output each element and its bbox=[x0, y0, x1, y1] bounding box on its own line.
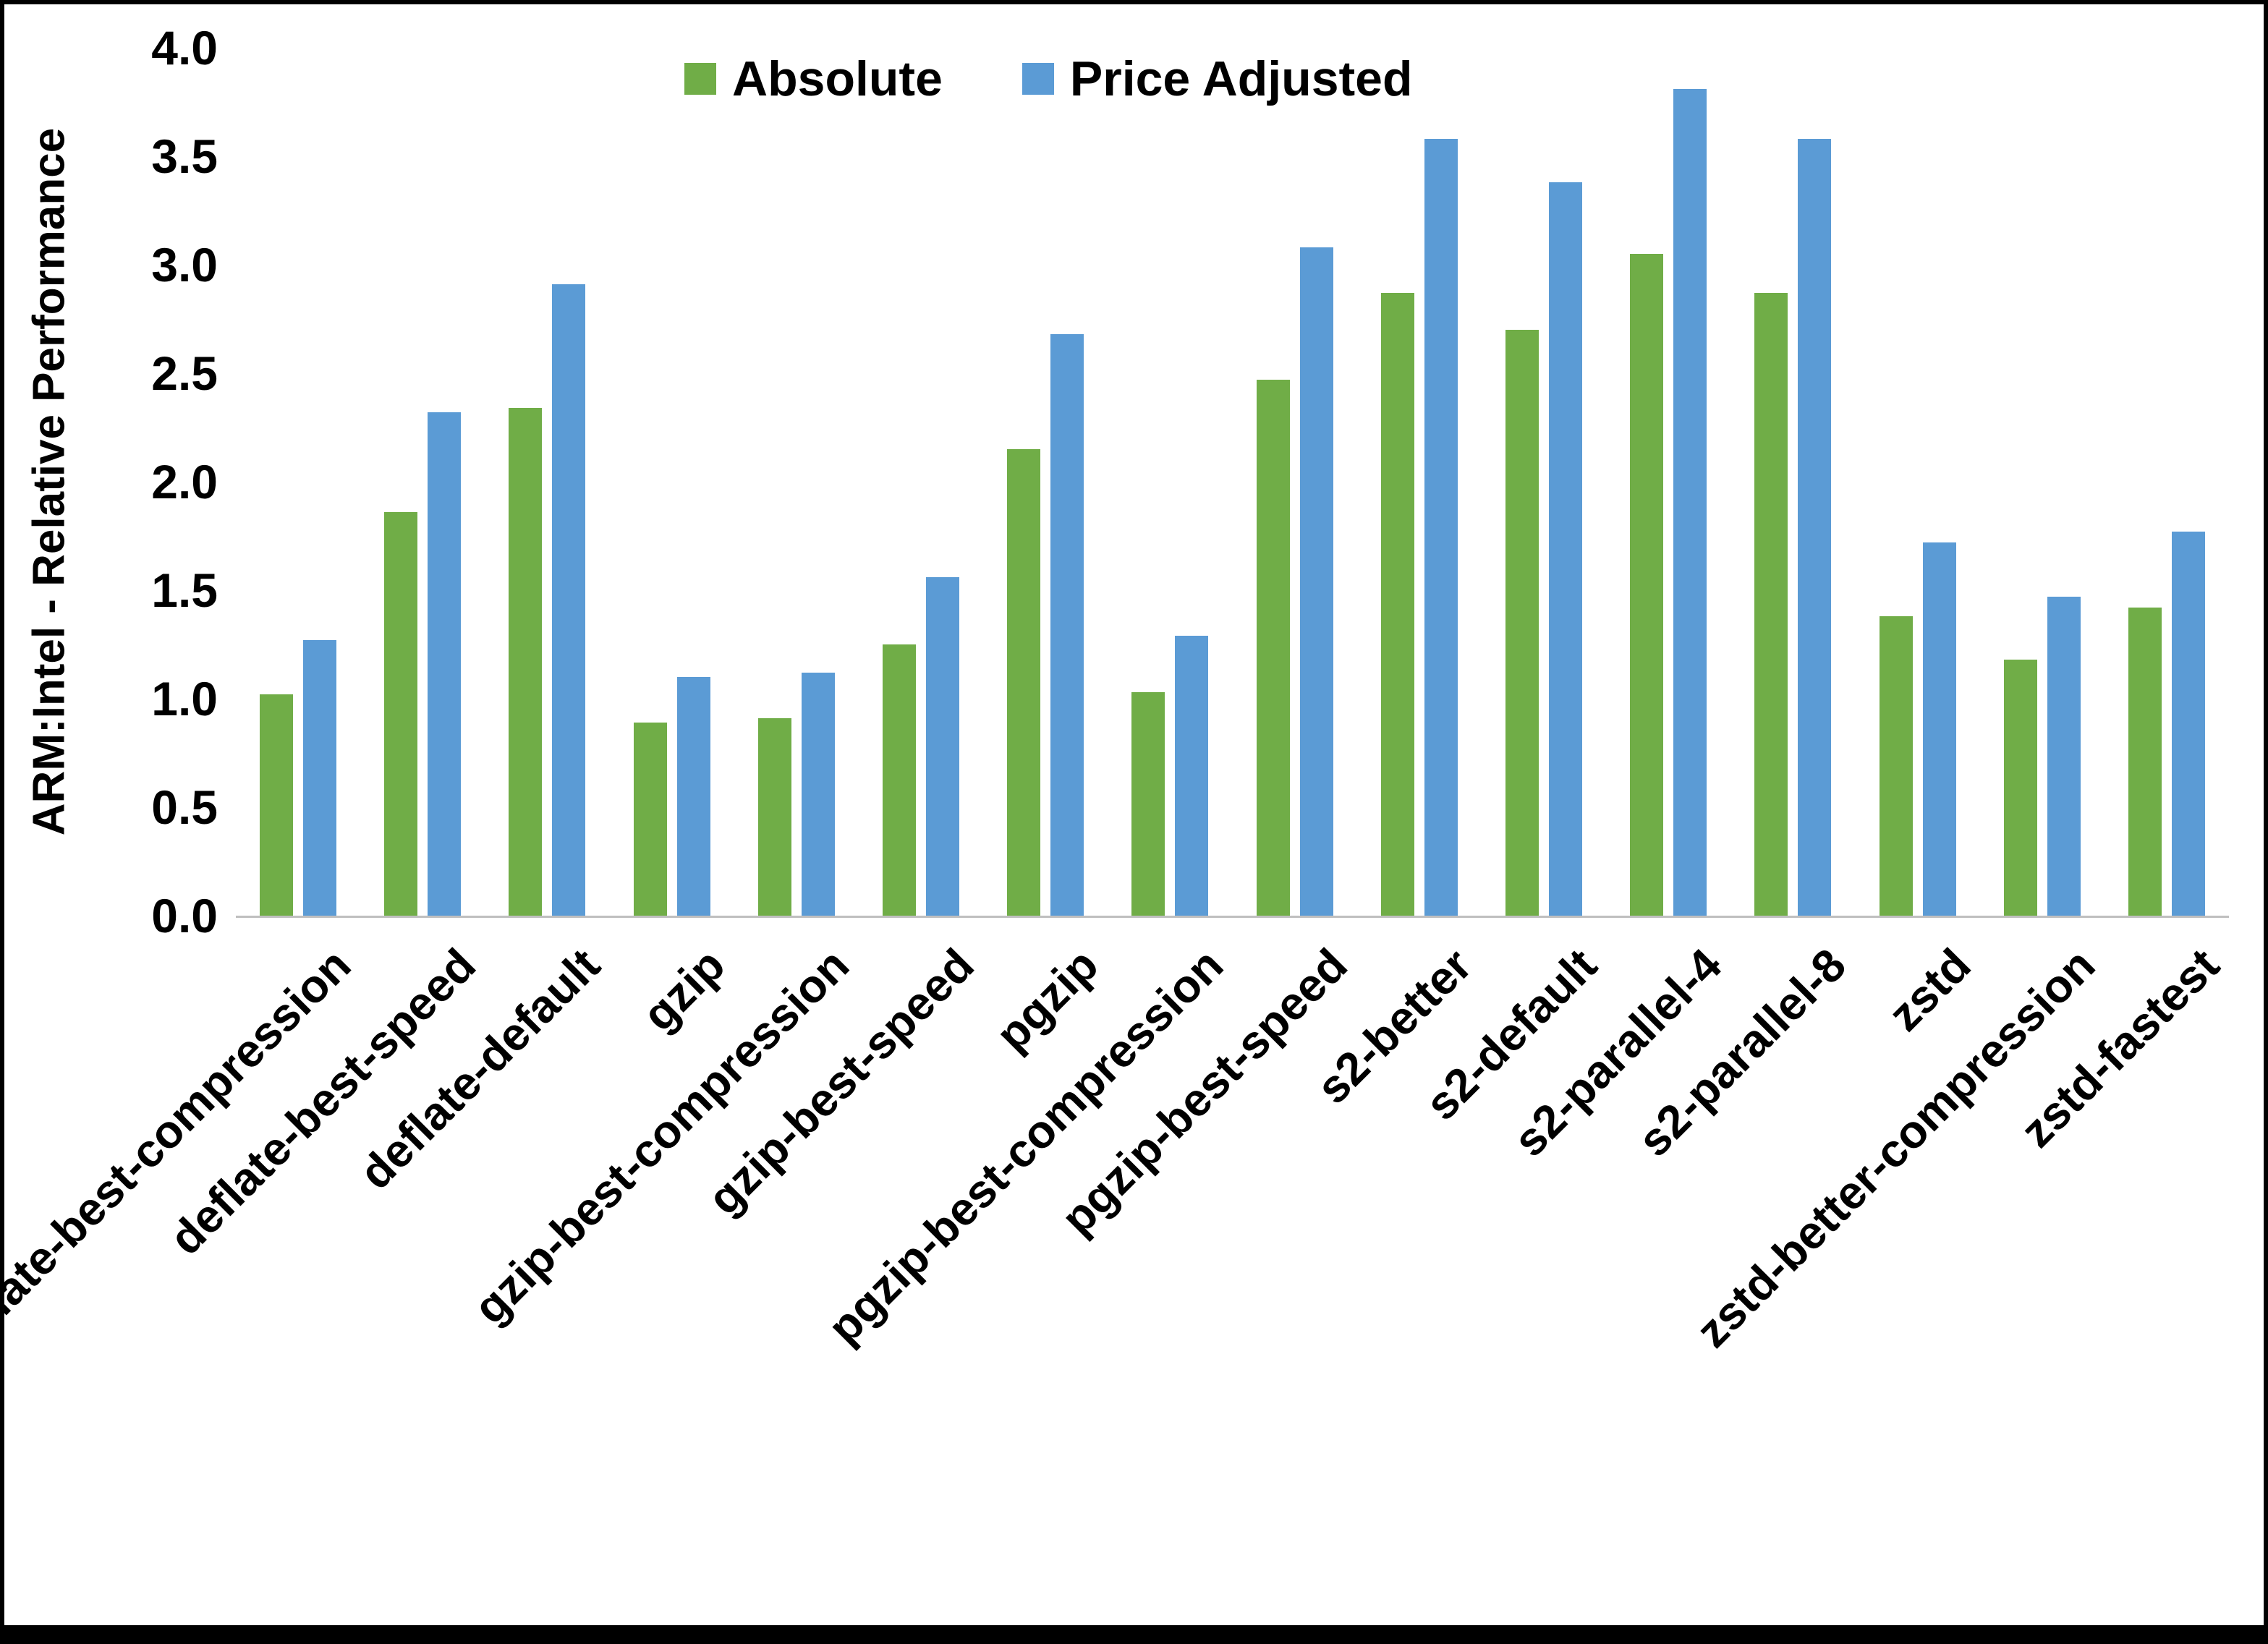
bar-price-adjusted bbox=[1050, 334, 1084, 916]
y-axis-tick-labels: 0.0 0.5 1.0 1.5 2.0 2.5 3.0 3.5 4.0 bbox=[4, 21, 218, 942]
plot-area bbox=[236, 48, 2229, 918]
legend: Absolute Price Adjusted bbox=[684, 51, 1413, 107]
bar-absolute bbox=[1505, 330, 1539, 916]
y-axis-tick-label: 4.0 bbox=[151, 21, 218, 74]
bar-price-adjusted bbox=[801, 673, 835, 916]
y-axis-tick-label: 0.0 bbox=[151, 889, 218, 942]
bar-price-adjusted bbox=[1424, 139, 1458, 916]
bar-absolute bbox=[1754, 293, 1788, 916]
bar-absolute bbox=[1007, 449, 1041, 916]
legend-label-absolute: Absolute bbox=[732, 51, 943, 106]
bar-absolute bbox=[1630, 254, 1664, 916]
x-category-label: zstd bbox=[1877, 938, 1981, 1042]
bar-price-adjusted bbox=[926, 577, 960, 916]
bar-price-adjusted bbox=[1922, 542, 1956, 916]
y-axis-tick-label: 2.0 bbox=[151, 455, 218, 508]
bar-absolute bbox=[633, 723, 667, 916]
bar-price-adjusted bbox=[552, 284, 586, 916]
y-axis-tick-label: 1.0 bbox=[151, 672, 218, 725]
bar-price-adjusted bbox=[1798, 139, 1832, 916]
bar-price-adjusted bbox=[2047, 597, 2081, 916]
x-axis-category-labels: deflate-best-compression deflate-best-spe… bbox=[4, 918, 2230, 1598]
bar-price-adjusted bbox=[2171, 532, 2205, 916]
bar-absolute bbox=[509, 408, 543, 916]
bar-absolute bbox=[883, 644, 917, 916]
bar-absolute bbox=[1380, 293, 1414, 916]
y-axis-tick-label: 1.5 bbox=[151, 563, 218, 617]
absolute-swatch-icon bbox=[684, 63, 716, 95]
bar-price-adjusted bbox=[1175, 636, 1209, 916]
bar-absolute bbox=[1879, 616, 1913, 916]
bar-absolute bbox=[2128, 608, 2162, 916]
bar-price-adjusted bbox=[1299, 247, 1333, 916]
bar-absolute bbox=[260, 694, 294, 916]
bar-price-adjusted bbox=[676, 677, 710, 916]
x-category-label: deflate-best-compression bbox=[0, 938, 361, 1374]
y-axis-tick-label: 3.5 bbox=[151, 129, 218, 183]
bar-absolute bbox=[2003, 660, 2037, 916]
bar-absolute bbox=[1131, 692, 1165, 916]
legend-item-price-adjusted: Price Adjusted bbox=[1022, 51, 1413, 107]
bar-absolute bbox=[384, 512, 418, 916]
y-axis-tick-label: 2.5 bbox=[151, 346, 218, 400]
x-category-label: gzip bbox=[632, 938, 735, 1042]
bar-absolute bbox=[757, 718, 791, 916]
bar-price-adjusted bbox=[303, 640, 337, 916]
bar-price-adjusted bbox=[1548, 182, 1582, 916]
bar-price-adjusted bbox=[1673, 89, 1707, 916]
y-axis-tick-label: 3.0 bbox=[151, 238, 218, 291]
price-adjusted-swatch-icon bbox=[1022, 63, 1054, 95]
legend-item-absolute: Absolute bbox=[684, 51, 943, 107]
bar-absolute bbox=[1256, 380, 1290, 916]
y-axis-tick-label: 0.5 bbox=[151, 780, 218, 834]
bar-price-adjusted bbox=[428, 412, 462, 916]
legend-label-price-adjusted: Price Adjusted bbox=[1069, 51, 1413, 106]
